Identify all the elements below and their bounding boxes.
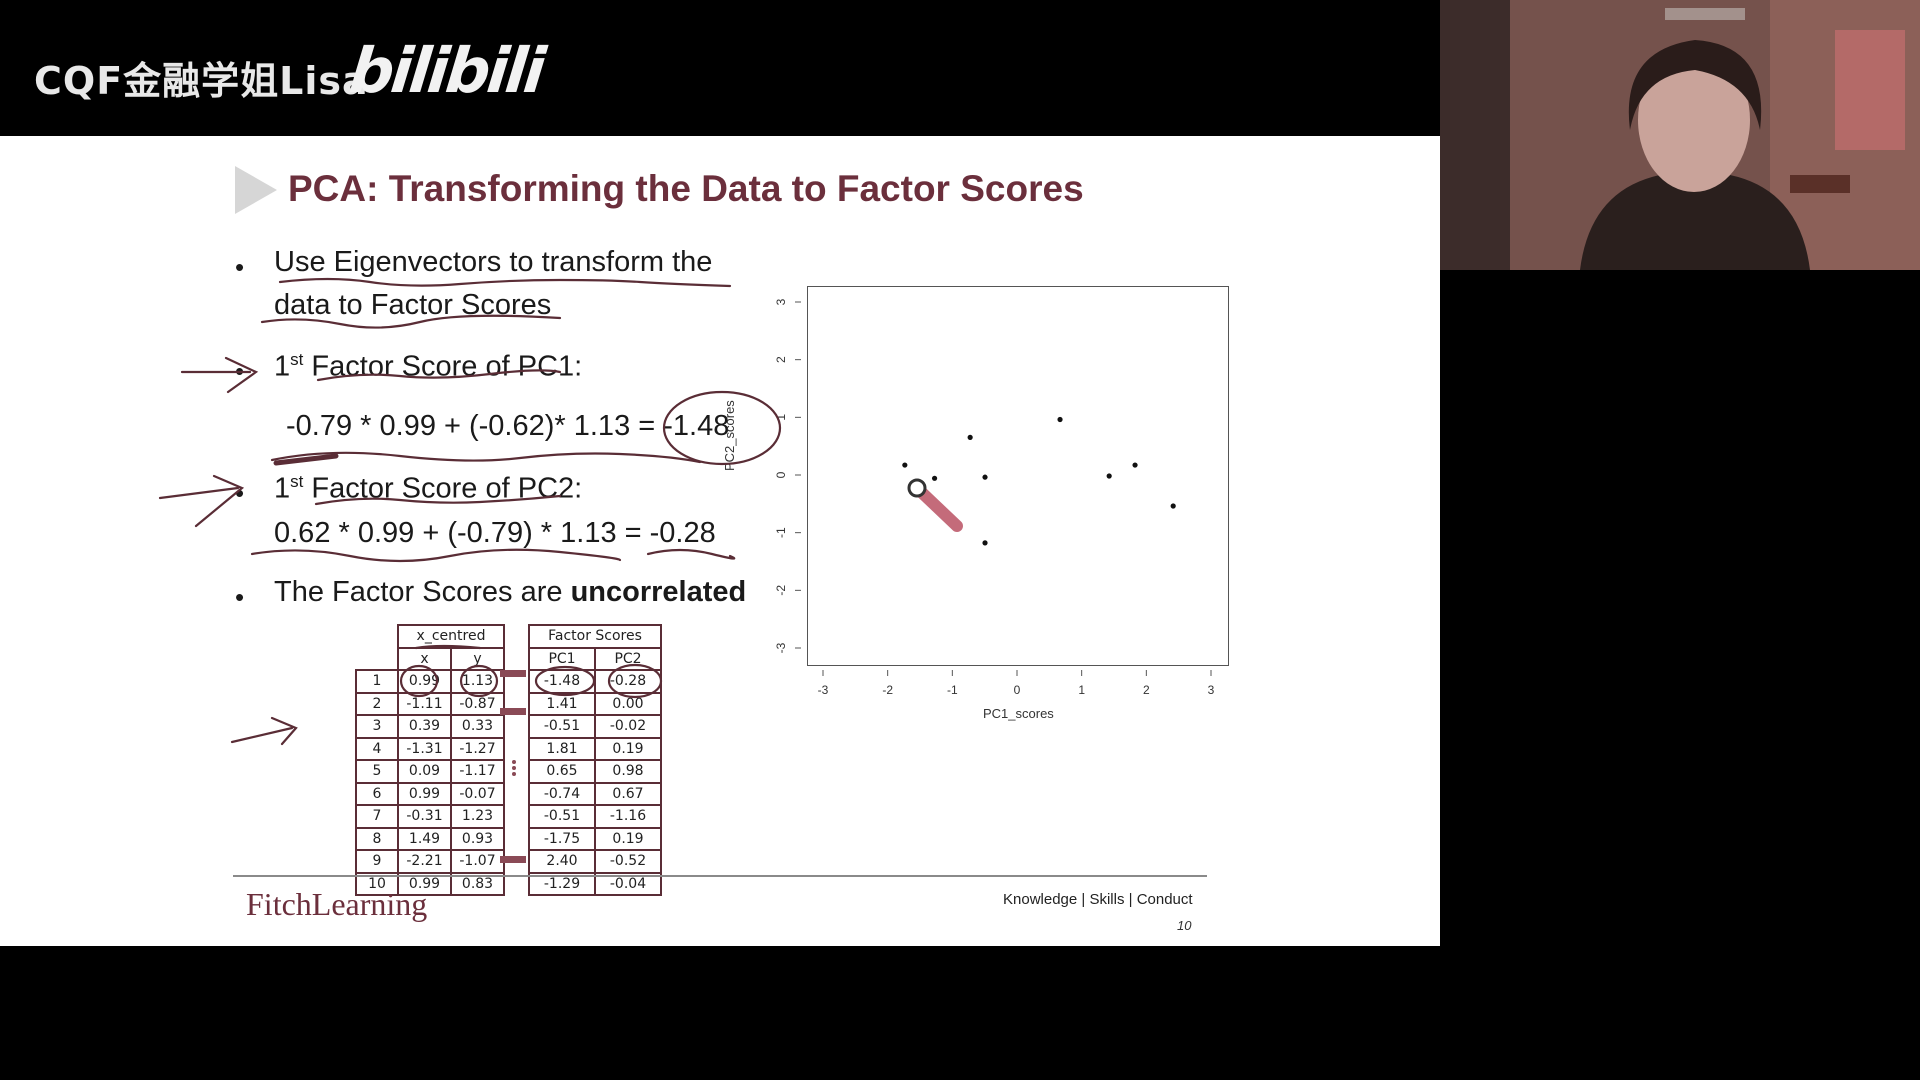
bullet-dot: •	[235, 478, 245, 508]
footer-tagline: Knowledge | Skills | Conduct	[1003, 891, 1193, 908]
column-header: PC2	[594, 646, 662, 671]
x-axis-label: PC1_scores	[983, 706, 1054, 721]
y-tick-label: 0	[774, 471, 788, 478]
uncorrelated-bold: uncorrelated	[570, 576, 747, 608]
table-cell: 0.65	[528, 759, 596, 784]
x-tick-label: 1	[1078, 683, 1085, 697]
table-row: 4 -1.31 -1.27	[355, 736, 505, 761]
title-triangle-icon	[235, 166, 277, 214]
table-cell: 0.93	[450, 826, 505, 851]
scatter-point	[931, 475, 938, 481]
table-cell: 1.23	[450, 804, 505, 829]
table-row: 1.81 0.19	[528, 736, 662, 761]
presentation-slide: PCA: Transforming the Data to Factor Sco…	[0, 136, 1440, 946]
y-tick-label: 1	[774, 414, 788, 421]
ordinal-suffix: st	[290, 472, 304, 491]
scatter-point	[902, 462, 908, 468]
bilibili-logo: bilibili	[346, 34, 547, 107]
uncorrelated-text: The Factor Scores are	[274, 576, 571, 608]
scatter-point	[982, 474, 988, 480]
bullet-dot: •	[235, 582, 245, 612]
row-index: 3	[355, 714, 399, 739]
pen-annotations	[158, 277, 782, 746]
table-cell: -0.31	[397, 804, 452, 829]
scatter-point	[1170, 503, 1176, 509]
slide-title: PCA: Transforming the Data to Factor Sco…	[288, 168, 1084, 209]
table-row: -1.48 -0.28	[528, 669, 662, 694]
table-cell: -1.16	[594, 804, 662, 829]
table-cell: -0.51	[528, 804, 596, 829]
table-cell: -1.48	[528, 669, 596, 694]
x-tick-label: 2	[1143, 683, 1150, 697]
x-tick-label: -1	[947, 683, 958, 697]
table-cell: 0.19	[594, 826, 662, 851]
bullet-uncorrelated: The Factor Scores are uncorrelated	[274, 576, 746, 609]
presenter-webcam	[1440, 0, 1920, 270]
scatter-point	[1132, 462, 1138, 468]
table-row: 0.65 0.98	[528, 759, 662, 784]
x-centred-header: x_centred	[397, 624, 505, 649]
table-cell: 1.81	[528, 736, 596, 761]
table-cell: 0.99	[397, 669, 452, 694]
table-cell: 1.49	[397, 826, 452, 851]
table-row: 2 -1.11 -0.87	[355, 691, 505, 716]
table-row: 3 0.39 0.33	[355, 714, 505, 739]
table-cell: 0.99	[397, 781, 452, 806]
scatter-axes: -3 -2 -1 0 1 2 3 -3 -2 -1 0 1 2 3	[774, 298, 1215, 697]
table-cell: -0.02	[594, 714, 662, 739]
factor-scores-table: Factor Scores PC1 PC2 -1.48 -0.28 1.41 0.00 -0.…	[528, 624, 662, 896]
table-row: 2.40 -0.52	[528, 849, 662, 874]
x-tick-label: -3	[818, 683, 829, 697]
slide-page-number: 10	[1177, 918, 1192, 933]
y-tick-label: -3	[774, 642, 788, 653]
scatter-point	[982, 540, 988, 546]
row-mapping-arrows	[500, 670, 526, 863]
x-tick-label: -2	[882, 683, 893, 697]
table-cell: 0.39	[397, 714, 452, 739]
pc2-formula: 0.62 * 0.99 + (-0.79) * 1.13 = -0.28	[274, 517, 716, 549]
pen-cursor-icon	[907, 478, 963, 532]
row-index: 6	[355, 781, 399, 806]
table-cell: -1.11	[397, 691, 452, 716]
presenter-video-frame	[1440, 0, 1920, 270]
pc1-formula: -0.79 * 0.99 + (-0.62)* 1.13 = -1.48	[286, 410, 730, 442]
ordinal-number: 1	[274, 472, 291, 505]
ordinal-suffix: st	[290, 350, 304, 369]
table-cell: -1.31	[397, 736, 452, 761]
table-cell: 0.19	[594, 736, 662, 761]
bullet-pc1-heading: 1st Factor Score of PC1:	[274, 350, 582, 384]
x-centred-table: x_centred x y 1 0.99 1.13 2 -1.11 -0.87 3 0.39 0.33…	[355, 624, 505, 896]
table-row: 8 1.49 0.93	[355, 826, 505, 851]
footer-divider	[233, 875, 1207, 877]
y-tick-label: -1	[774, 527, 788, 538]
table-cell: 1.13	[450, 669, 505, 694]
channel-name-watermark: CQF金融学姐Lisa	[34, 59, 369, 103]
x-tick-label: 3	[1208, 683, 1215, 697]
table-row: 7 -0.31 1.23	[355, 804, 505, 829]
factor-scores-header: Factor Scores	[528, 624, 662, 649]
table-cell: -0.52	[594, 849, 662, 874]
y-tick-label: -2	[774, 585, 788, 596]
table-row: 1 0.99 1.13	[355, 669, 505, 694]
y-tick-label: 2	[774, 356, 788, 363]
y-tick-label: 3	[774, 298, 788, 305]
fitch-learning-logo: FitchLearning	[246, 886, 428, 922]
scatter-point	[967, 434, 973, 440]
table-row: 6 0.99 -0.07	[355, 781, 505, 806]
scatter-point	[1057, 416, 1063, 423]
table-cell: -0.74	[528, 781, 596, 806]
bullet-eigenvectors-line1: Use Eigenvectors to transform the	[274, 246, 713, 278]
x-tick-label: 0	[1014, 683, 1021, 697]
scatter-point	[1106, 473, 1112, 479]
bullet-dot: •	[235, 252, 245, 282]
top-black-band: CQF金融学姐Lisa bilibili	[0, 0, 1440, 136]
ordinal-number: 1	[274, 350, 291, 383]
table-row: -0.51 -0.02	[528, 714, 662, 739]
table-row: -0.51 -1.16	[528, 804, 662, 829]
